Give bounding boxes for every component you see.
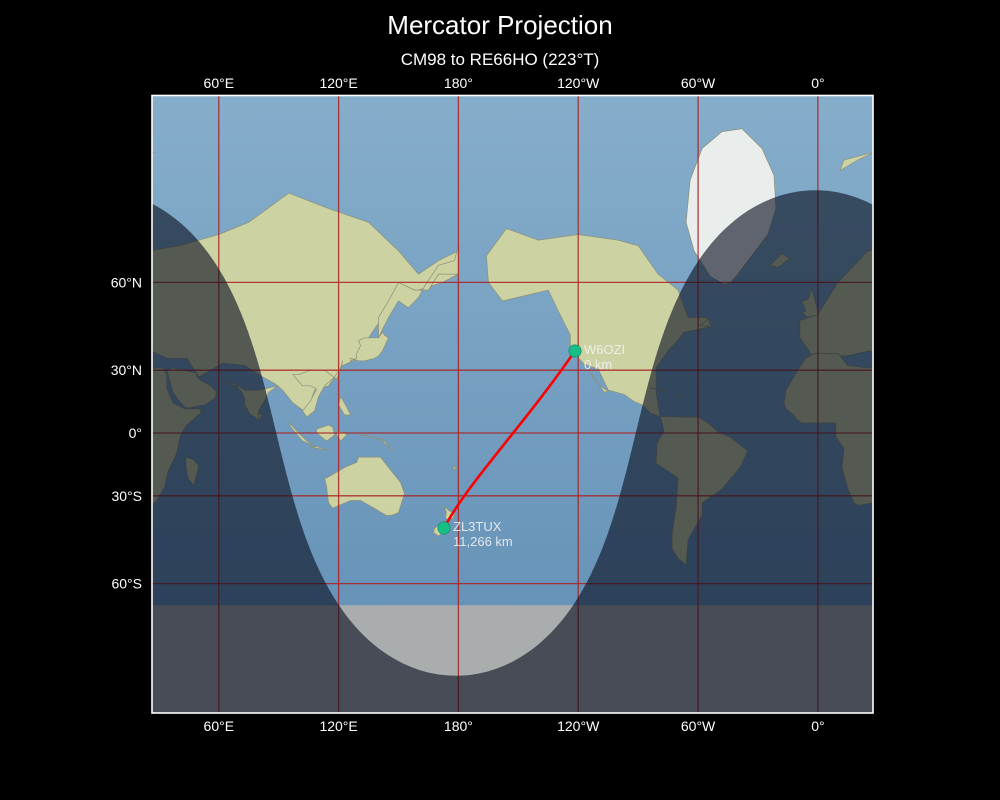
svg-text:60°W: 60°W (681, 75, 716, 91)
svg-text:120°E: 120°E (319, 75, 357, 91)
svg-text:180°: 180° (444, 75, 473, 91)
svg-text:11,266 km: 11,266 km (453, 534, 513, 549)
svg-text:0°: 0° (129, 425, 142, 441)
svg-text:120°W: 120°W (557, 75, 600, 91)
svg-text:30°N: 30°N (111, 362, 142, 378)
svg-text:60°E: 60°E (204, 75, 235, 91)
svg-text:60°E: 60°E (204, 718, 235, 734)
svg-text:180°: 180° (444, 718, 473, 734)
svg-text:120°W: 120°W (557, 718, 600, 734)
svg-text:60°W: 60°W (681, 718, 716, 734)
svg-text:60°N: 60°N (111, 274, 142, 290)
svg-text:W6OZI: W6OZI (584, 342, 625, 357)
svg-text:60°S: 60°S (111, 576, 142, 592)
svg-text:0°: 0° (811, 718, 824, 734)
svg-text:ZL3TUX: ZL3TUX (453, 519, 502, 534)
svg-text:30°S: 30°S (111, 488, 142, 504)
svg-text:120°E: 120°E (319, 718, 357, 734)
svg-text:0 km: 0 km (584, 357, 612, 372)
svg-text:0°: 0° (811, 75, 824, 91)
